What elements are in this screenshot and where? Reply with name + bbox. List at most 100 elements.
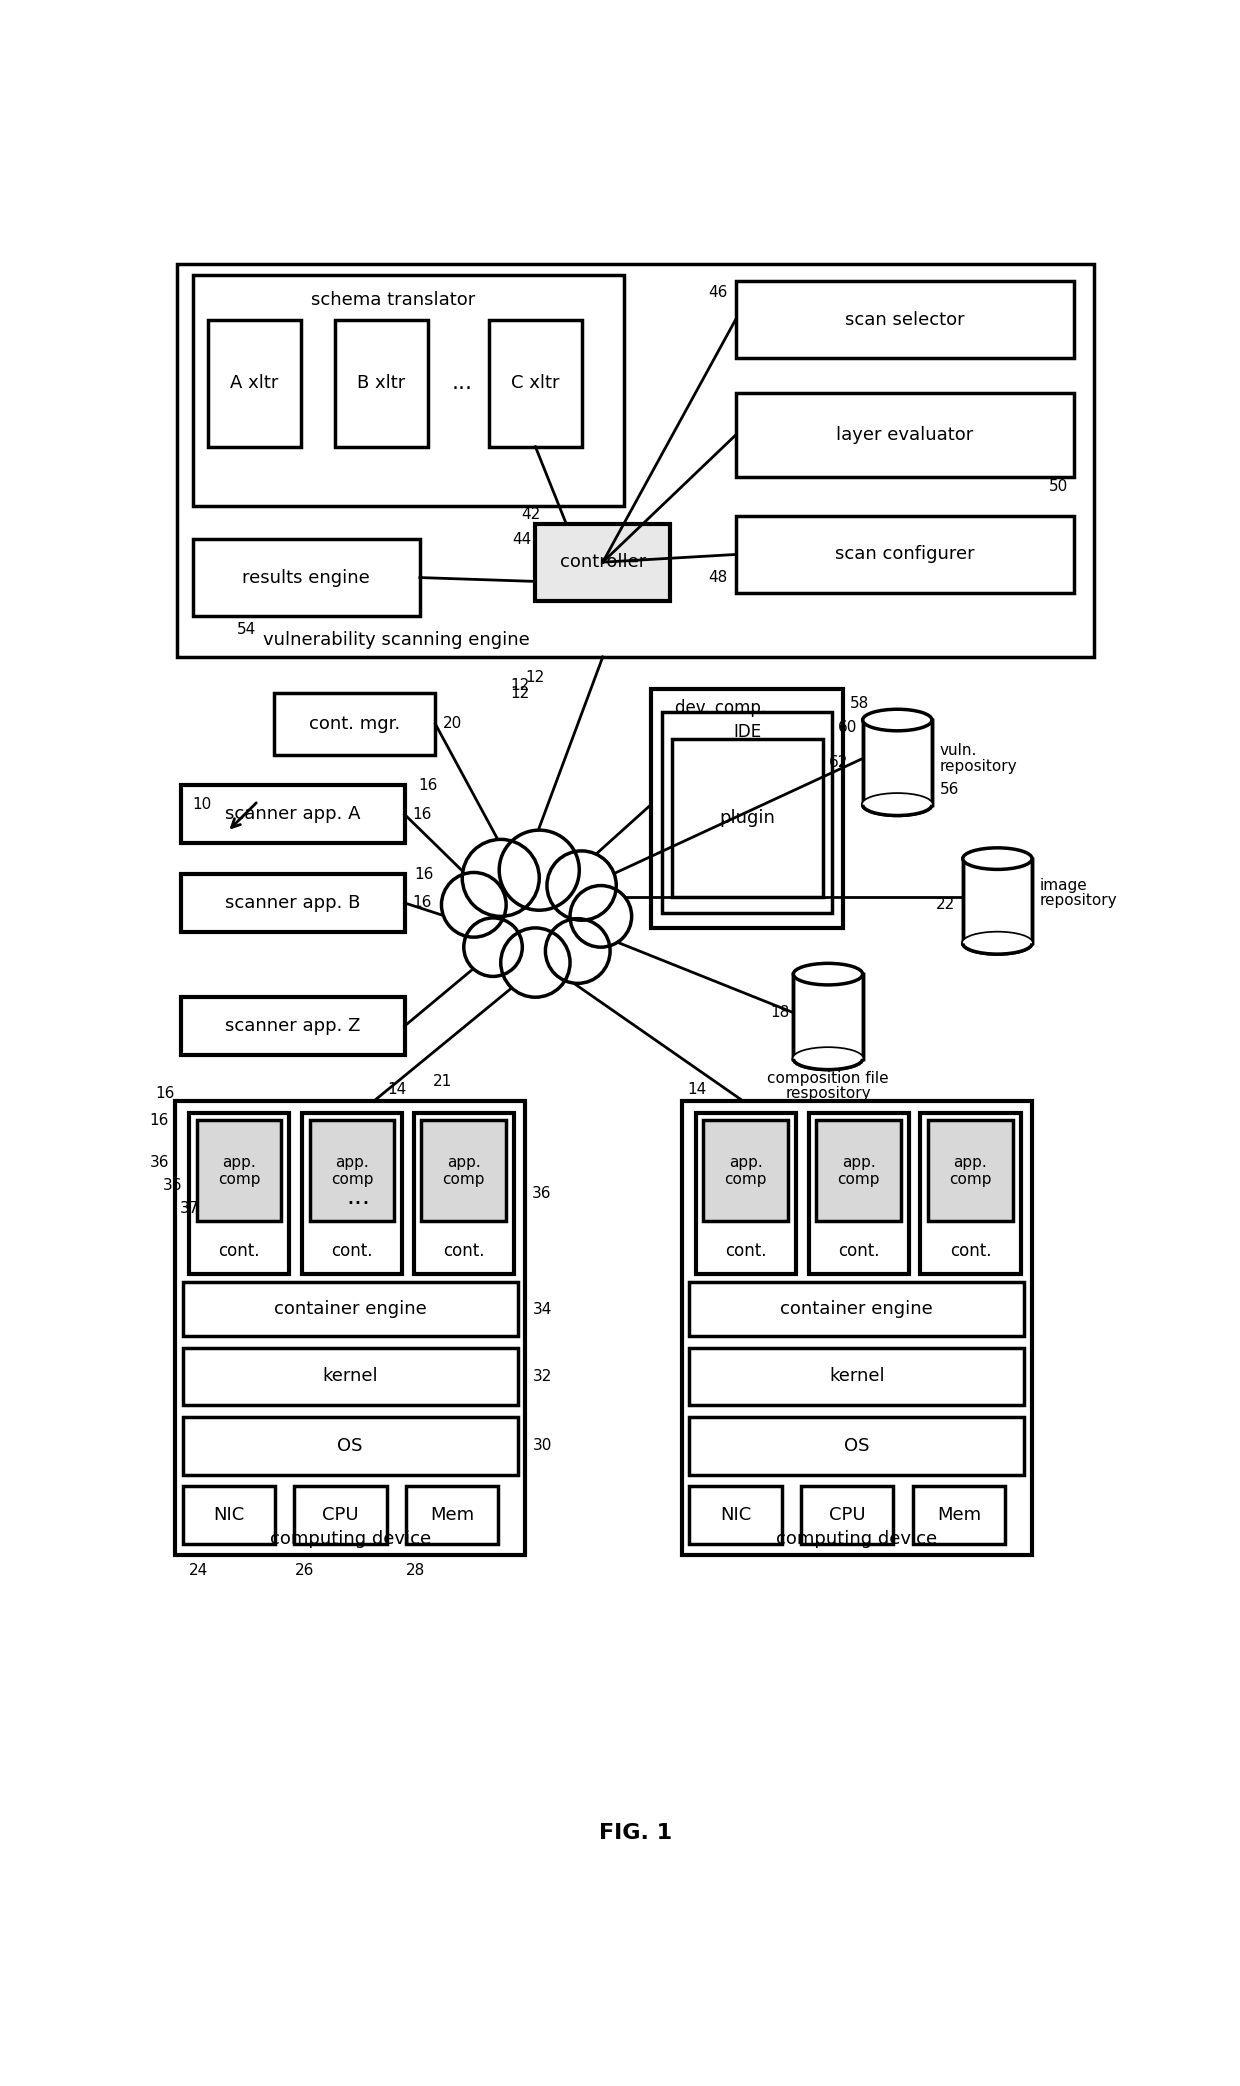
Text: 10: 10 — [192, 797, 212, 811]
Text: computing device: computing device — [269, 1529, 430, 1548]
Bar — [703, 1120, 787, 1220]
Text: 30: 30 — [533, 1437, 553, 1454]
Bar — [294, 1485, 387, 1544]
Text: A xltr: A xltr — [231, 373, 279, 392]
Ellipse shape — [794, 964, 863, 985]
Text: cont.: cont. — [218, 1243, 259, 1260]
Circle shape — [463, 839, 539, 916]
Bar — [920, 1112, 1021, 1275]
Bar — [536, 524, 670, 601]
Text: scanner app. A: scanner app. A — [226, 805, 361, 824]
Text: cont.: cont. — [950, 1243, 991, 1260]
Text: NIC: NIC — [720, 1506, 751, 1525]
Ellipse shape — [863, 709, 932, 730]
Text: 16: 16 — [412, 895, 432, 909]
Text: cont.: cont. — [725, 1243, 766, 1260]
Bar — [662, 711, 832, 912]
Text: 48: 48 — [708, 569, 728, 584]
Text: 16: 16 — [418, 778, 438, 793]
Text: scanner app. Z: scanner app. Z — [226, 1018, 361, 1035]
Text: respository: respository — [785, 1087, 870, 1101]
Bar — [672, 738, 822, 897]
Bar — [696, 1112, 796, 1275]
Bar — [274, 693, 435, 755]
Ellipse shape — [863, 795, 932, 816]
Text: 14: 14 — [687, 1083, 707, 1097]
Ellipse shape — [794, 1047, 863, 1070]
Bar — [177, 265, 1094, 657]
Circle shape — [547, 851, 616, 920]
Text: cont.: cont. — [331, 1243, 373, 1260]
Bar — [490, 319, 582, 446]
Text: 50: 50 — [1049, 480, 1069, 494]
Text: app.: app. — [446, 1156, 481, 1170]
Text: comp: comp — [837, 1172, 880, 1187]
Text: NIC: NIC — [213, 1506, 244, 1525]
Text: 14: 14 — [387, 1083, 407, 1097]
Bar — [414, 1112, 513, 1275]
Text: 26: 26 — [294, 1562, 314, 1579]
Text: app.: app. — [335, 1156, 370, 1170]
Text: 54: 54 — [237, 622, 257, 638]
Text: CPU: CPU — [828, 1506, 866, 1525]
Text: OS: OS — [844, 1437, 869, 1454]
Ellipse shape — [962, 847, 1032, 870]
Text: cont.: cont. — [838, 1243, 879, 1260]
Text: 16: 16 — [412, 807, 432, 822]
Text: ...: ... — [451, 373, 472, 392]
Text: 46: 46 — [708, 286, 728, 300]
Bar — [735, 392, 1074, 478]
Text: controller: controller — [559, 553, 646, 572]
Bar — [689, 1348, 1024, 1406]
Bar — [192, 538, 420, 615]
Bar — [303, 1112, 402, 1275]
Text: comp: comp — [331, 1172, 373, 1187]
Text: kernel: kernel — [322, 1368, 378, 1385]
Text: app.: app. — [729, 1156, 763, 1170]
Bar — [182, 1416, 517, 1475]
Bar — [863, 720, 932, 805]
Bar — [182, 1485, 275, 1544]
Bar — [422, 1120, 506, 1220]
Text: 58: 58 — [849, 695, 869, 711]
Bar — [175, 1101, 526, 1556]
Text: Mem: Mem — [430, 1506, 475, 1525]
Text: 12: 12 — [511, 678, 529, 693]
Text: cont. mgr.: cont. mgr. — [309, 715, 401, 732]
Text: ...: ... — [346, 1185, 370, 1210]
Text: container engine: container engine — [274, 1300, 427, 1318]
Bar — [689, 1283, 1024, 1335]
Circle shape — [441, 872, 506, 937]
Text: comp: comp — [218, 1172, 260, 1187]
Text: 32: 32 — [533, 1368, 553, 1383]
Text: 16: 16 — [150, 1114, 169, 1129]
Text: B xltr: B xltr — [357, 373, 405, 392]
Bar — [808, 1112, 909, 1275]
Text: 56: 56 — [940, 782, 959, 797]
Text: 42: 42 — [522, 507, 541, 522]
Text: 44: 44 — [512, 532, 532, 547]
Text: IDE: IDE — [733, 722, 761, 741]
Text: 22: 22 — [936, 897, 955, 912]
Bar — [188, 1112, 289, 1275]
Text: 20: 20 — [443, 715, 463, 732]
Bar — [962, 859, 1032, 943]
Text: CPU: CPU — [322, 1506, 358, 1525]
Text: composition file: composition file — [768, 1070, 889, 1085]
Bar — [651, 688, 843, 928]
Ellipse shape — [794, 1047, 863, 1070]
Text: layer evaluator: layer evaluator — [836, 426, 973, 444]
Text: cont.: cont. — [443, 1243, 485, 1260]
Text: comp: comp — [443, 1172, 485, 1187]
Bar — [794, 974, 863, 1060]
Bar — [192, 275, 624, 507]
Bar — [405, 1485, 498, 1544]
Text: 36: 36 — [532, 1187, 551, 1202]
Text: plugin: plugin — [719, 809, 775, 828]
Text: vuln.: vuln. — [940, 743, 977, 759]
Bar — [682, 1101, 1032, 1556]
Text: 16: 16 — [414, 866, 434, 882]
Circle shape — [546, 918, 610, 983]
Ellipse shape — [863, 795, 932, 816]
Bar — [735, 282, 1074, 359]
